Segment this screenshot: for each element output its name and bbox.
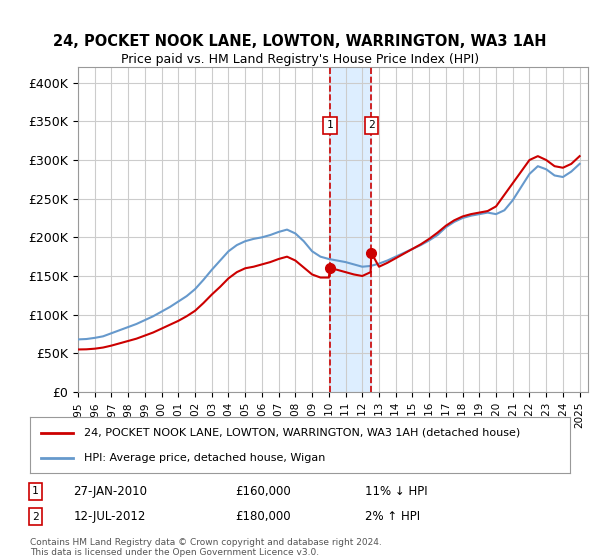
Text: 1: 1 — [32, 487, 39, 496]
Text: 2% ↑ HPI: 2% ↑ HPI — [365, 510, 420, 523]
Text: 1: 1 — [326, 120, 334, 130]
Text: 2: 2 — [368, 120, 374, 130]
Text: 11% ↓ HPI: 11% ↓ HPI — [365, 485, 427, 498]
Bar — [330, 67, 371, 392]
Text: 24, POCKET NOOK LANE, LOWTON, WARRINGTON, WA3 1AH (detached house): 24, POCKET NOOK LANE, LOWTON, WARRINGTON… — [84, 428, 520, 438]
Text: Price paid vs. HM Land Registry's House Price Index (HPI): Price paid vs. HM Land Registry's House … — [121, 53, 479, 66]
Text: 12-JUL-2012: 12-JUL-2012 — [73, 510, 146, 523]
Text: 24, POCKET NOOK LANE, LOWTON, WARRINGTON, WA3 1AH: 24, POCKET NOOK LANE, LOWTON, WARRINGTON… — [53, 34, 547, 49]
Text: £180,000: £180,000 — [235, 510, 291, 523]
Text: HPI: Average price, detached house, Wigan: HPI: Average price, detached house, Wiga… — [84, 452, 325, 463]
Text: Contains HM Land Registry data © Crown copyright and database right 2024.
This d: Contains HM Land Registry data © Crown c… — [30, 538, 382, 557]
Text: £160,000: £160,000 — [235, 485, 291, 498]
Text: 2: 2 — [32, 512, 39, 521]
Text: 27-JAN-2010: 27-JAN-2010 — [73, 485, 147, 498]
